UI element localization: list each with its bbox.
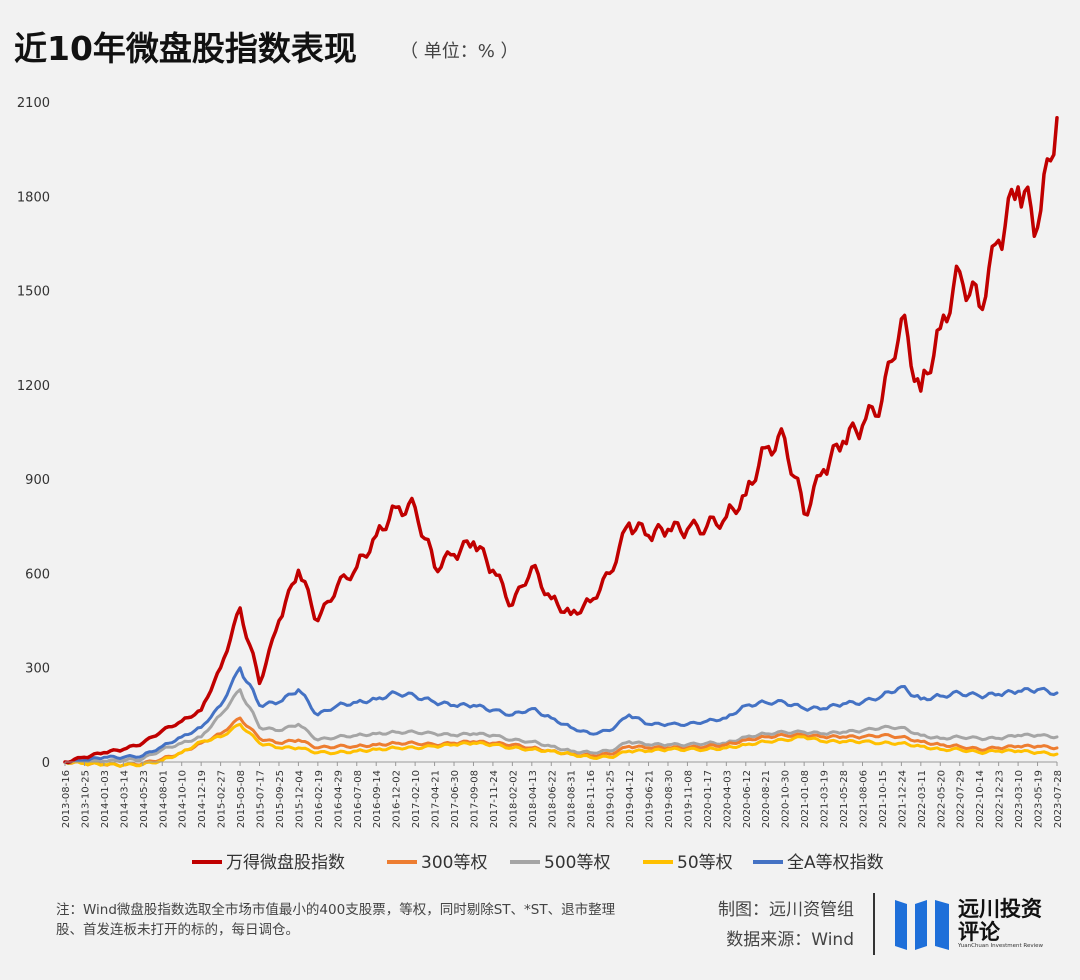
series-line — [63, 666, 1059, 765]
x-tick-label: 2015-07-17 — [256, 770, 267, 828]
legend-label: 万得微盘股指数 — [226, 853, 345, 873]
series-line — [63, 722, 1059, 768]
x-tick-label: 2018-02-02 — [508, 770, 519, 828]
x-tick-label: 2015-09-25 — [275, 770, 286, 828]
x-tick-label: 2022-05-20 — [936, 770, 947, 828]
series-line — [63, 688, 1059, 765]
x-tick-label: 2017-09-08 — [469, 770, 480, 828]
footnote: 注：Wind微盘股指数选取全市场市值最小的400支股票，等权，同时剔除ST、*S… — [56, 902, 616, 938]
x-tick-label: 2020-06-12 — [742, 770, 753, 828]
x-tick-label: 2019-01-25 — [606, 770, 617, 828]
y-tick-label: 1500 — [17, 285, 50, 300]
data-source: 数据来源：Wind — [726, 930, 854, 950]
x-tick-label: 2023-07-28 — [1053, 770, 1064, 828]
x-tick-label: 2017-11-24 — [489, 770, 500, 828]
y-axis: 0 300 600 900 1200 1500 1800 2100 — [17, 96, 50, 771]
x-tick-label: 2018-11-16 — [586, 770, 597, 828]
x-tick-label: 2016-09-14 — [372, 770, 383, 828]
x-tick-label: 2015-12-04 — [294, 770, 305, 828]
x-tick-label: 2021-01-08 — [800, 770, 811, 828]
x-tick-label: 2017-02-10 — [411, 770, 422, 828]
x-tick-label: 2014-08-01 — [158, 770, 169, 828]
x-tick-label: 2020-10-30 — [781, 770, 792, 828]
x-tick-label: 2014-01-03 — [100, 770, 111, 828]
logo-subtitle: YuanChuan Investment Review — [958, 943, 1044, 949]
x-tick-label: 2022-07-29 — [956, 770, 967, 828]
x-tick-label: 2013-10-25 — [80, 770, 91, 828]
legend-label: 500等权 — [544, 853, 610, 873]
x-tick-label: 2013-08-16 — [61, 770, 72, 828]
made-by: 制图：远川资管组 — [718, 900, 854, 920]
x-tick-label: 2019-11-08 — [683, 770, 694, 828]
chart-title: 近10年微盘股指数表现 — [14, 29, 357, 68]
y-tick-label: 2100 — [17, 96, 50, 111]
x-tick-label: 2016-07-08 — [353, 770, 364, 828]
logo-divider — [873, 893, 875, 955]
x-tick-label: 2018-06-22 — [547, 770, 558, 828]
x-tick-label: 2022-12-23 — [995, 770, 1006, 828]
x-tick-label: 2021-12-24 — [897, 770, 908, 828]
y-tick-label: 600 — [25, 567, 50, 582]
legend-label: 300等权 — [421, 853, 487, 873]
legend-label: 全A等权指数 — [787, 853, 884, 873]
x-tick-label: 2019-04-12 — [625, 770, 636, 828]
x-tick-label: 2022-10-14 — [975, 770, 986, 828]
x-tick-label: 2019-06-21 — [645, 770, 656, 828]
x-tick-label: 2021-08-06 — [858, 770, 869, 828]
x-tick-label: 2023-03-10 — [1014, 770, 1025, 828]
yuanchuan-logo-icon — [895, 900, 949, 950]
x-tick-label: 2022-03-11 — [917, 770, 928, 828]
y-tick-label: 1200 — [17, 379, 50, 394]
x-tick-label: 2014-10-10 — [178, 770, 189, 828]
x-tick-label: 2021-05-28 — [839, 770, 850, 828]
x-tick-label: 2015-02-27 — [217, 770, 228, 828]
x-tick-label: 2020-08-21 — [761, 770, 772, 828]
x-tick-label: 2017-06-30 — [450, 770, 461, 828]
x-tick-label: 2018-04-13 — [528, 770, 539, 828]
x-tick-label: 2021-03-19 — [820, 770, 831, 828]
x-tick-label: 2018-08-31 — [567, 770, 578, 828]
x-tick-label: 2020-01-17 — [703, 770, 714, 828]
x-axis: 2013-08-16 2013-10-25 2014-01-03 2014-03-14… — [61, 762, 1064, 828]
y-tick-label: 300 — [25, 662, 50, 677]
x-tick-label: 2015-05-08 — [236, 770, 247, 828]
x-tick-label: 2014-03-14 — [119, 770, 130, 828]
y-tick-label: 0 — [42, 756, 50, 771]
x-tick-label: 2021-10-15 — [878, 770, 889, 828]
x-tick-label: 2019-08-30 — [664, 770, 675, 828]
x-tick-label: 2016-02-19 — [314, 770, 325, 828]
chart-unit: （ 单位：% ） — [400, 41, 519, 62]
x-tick-label: 2020-04-03 — [722, 770, 733, 828]
series-layer — [63, 115, 1059, 768]
credits: 制图：远川资管组 数据来源：Wind — [718, 895, 854, 955]
x-tick-label: 2023-05-19 — [1034, 770, 1045, 828]
x-tick-label: 2014-12-19 — [197, 770, 208, 828]
series-line — [63, 115, 1059, 765]
legend-label: 50等权 — [677, 853, 733, 873]
y-tick-label: 1800 — [17, 190, 50, 205]
y-tick-label: 900 — [25, 473, 50, 488]
x-tick-label: 2017-04-21 — [431, 770, 442, 828]
x-tick-label: 2014-05-23 — [139, 770, 150, 828]
x-tick-label: 2016-12-02 — [392, 770, 403, 828]
logo-name: 远川投资评论 — [958, 897, 1042, 944]
legend: 万得微盘股指数 300等权 500等权 50等权 全A等权指数 — [192, 853, 884, 873]
x-tick-label: 2016-04-29 — [333, 770, 344, 828]
